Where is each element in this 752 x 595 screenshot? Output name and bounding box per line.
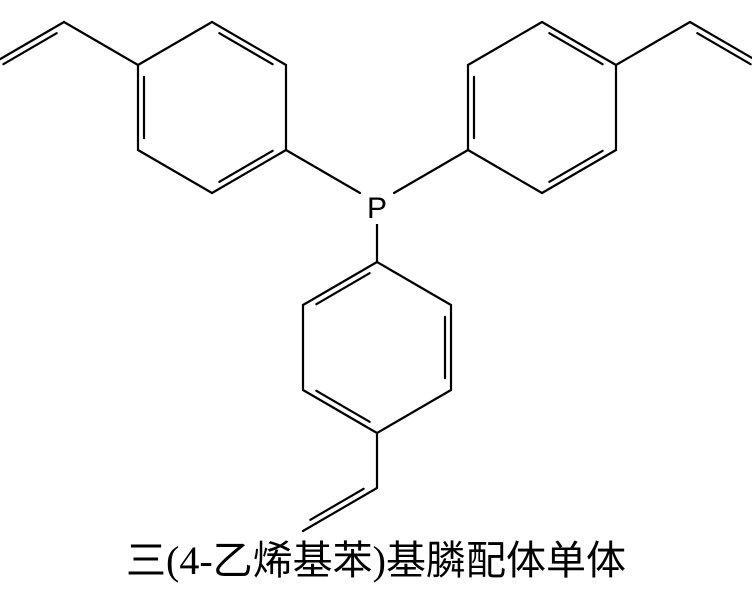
structure-canvas: P 三(4-乙烯基苯)基膦配体单体	[0, 0, 752, 595]
molecule-svg: P	[0, 0, 752, 595]
structure-caption: 三(4-乙烯基苯)基膦配体单体	[0, 528, 752, 586]
phosphorus-atom-label: P	[367, 192, 387, 225]
